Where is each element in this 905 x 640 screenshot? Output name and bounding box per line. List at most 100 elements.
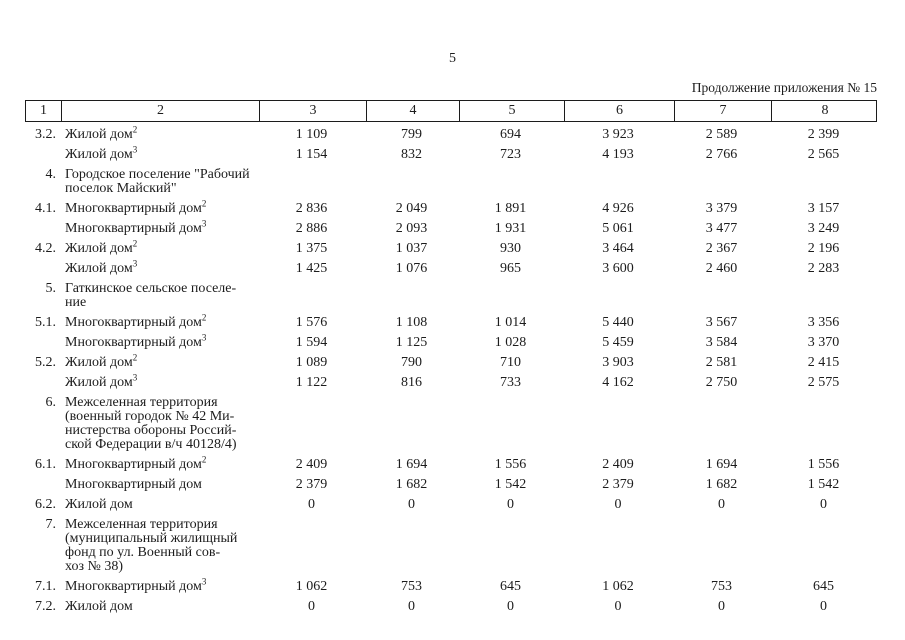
cell-value: 694 [500, 127, 521, 142]
row-number: 7.2. [35, 599, 56, 614]
cell-value: 0 [614, 497, 622, 512]
table-row: Жилой дом3 1 425 1 076 965 3 600 2 460 2 283 [25, 258, 877, 276]
cell-value: 1 028 [494, 335, 527, 350]
cell-value: 1 089 [295, 355, 328, 370]
row-number: 6.2. [35, 497, 56, 512]
cell-value: 2 379 [295, 477, 328, 492]
cell-value [258, 168, 365, 196]
cell-value: 2 049 [395, 201, 428, 216]
cell-value: 2 415 [807, 355, 840, 370]
table-row: 7. Межселенная территория (муниципальный … [25, 518, 877, 574]
cell-value [365, 518, 458, 574]
table-row: 7.1. Многоквартирный дом3 1 062 753 645 1 062… [25, 577, 877, 594]
cell-value [458, 168, 563, 196]
cell-value: 710 [500, 355, 521, 370]
cell-value: 3 567 [705, 315, 738, 330]
row-label: Жилой дом3 [65, 258, 138, 276]
cell-value: 2 196 [807, 241, 840, 256]
cell-value: 1 375 [295, 241, 328, 256]
cell-value: 4 926 [602, 201, 634, 216]
table-row: 5.2. Жилой дом2 1 089 790 710 3 903 2 581 2 415 [25, 353, 877, 370]
cell-value [673, 518, 770, 574]
cell-value: 2 379 [602, 477, 634, 492]
cell-value [365, 282, 458, 310]
cell-value: 1 122 [295, 375, 328, 390]
cell-value: 799 [401, 127, 422, 142]
cell-value [563, 282, 673, 310]
cell-value: 1 694 [705, 457, 738, 472]
cell-value: 2 581 [705, 355, 738, 370]
cell-value: 645 [500, 579, 521, 594]
cell-value [770, 168, 877, 196]
row-label: Жилой дом [65, 497, 133, 512]
row-number: 6. [45, 395, 57, 410]
row-label: Многоквартирный дом2 [65, 312, 207, 330]
cell-value: 0 [718, 599, 725, 614]
row-number [25, 336, 60, 350]
cell-value: 2 836 [295, 201, 328, 216]
column-header-2: 2 [61, 101, 259, 121]
cell-value: 2 750 [705, 375, 738, 390]
table-header-row: 1 2 3 4 5 6 7 8 [25, 100, 877, 122]
cell-value: 3 157 [807, 201, 840, 216]
cell-value [673, 168, 770, 196]
cell-value: 2 399 [807, 127, 840, 142]
footnote-marker: 3 [201, 576, 207, 587]
cell-value: 2 575 [807, 375, 840, 390]
cell-value: 5 459 [602, 335, 634, 350]
cell-value: 1 062 [295, 579, 328, 594]
cell-value: 3 477 [705, 221, 738, 236]
cell-value: 1 682 [705, 477, 738, 492]
cell-value: 0 [614, 599, 622, 614]
cell-value: 832 [401, 147, 422, 162]
cell-value: 1 556 [807, 457, 840, 472]
cell-value [673, 396, 770, 452]
row-label: Многоквартирный дом3 [65, 218, 207, 236]
row-number [25, 478, 60, 492]
cell-value: 1 931 [494, 221, 527, 236]
cell-value [563, 396, 673, 452]
cell-value: 2 565 [807, 147, 840, 162]
footnote-marker: 2 [201, 454, 207, 465]
row-number: 7.1. [35, 579, 56, 594]
cell-value: 1 594 [295, 335, 328, 350]
cell-value [258, 518, 365, 574]
cell-value: 790 [401, 355, 422, 370]
continuation-label: Продолжение приложения № 15 [691, 80, 877, 95]
cell-value: 1 062 [602, 579, 634, 594]
page-number: 5 [449, 51, 456, 66]
column-header-7: 7 [674, 101, 771, 121]
row-number [25, 376, 60, 390]
cell-value: 1 542 [494, 477, 527, 492]
cell-value: 0 [718, 497, 725, 512]
row-number: 5.2. [35, 355, 56, 370]
table-row: 4. Городское поселение "Рабочий поселок М… [25, 168, 877, 196]
cell-value: 1 425 [295, 261, 328, 276]
table-body: 3.2. Жилой дом2 1 109 799 694 3 923 2 589 2 399… [25, 125, 877, 614]
cell-value [770, 282, 877, 310]
footnote-marker: 3 [132, 144, 138, 155]
table-row: Жилой дом3 1 122 816 733 4 162 2 750 2 575 [25, 372, 877, 390]
cell-value: 965 [500, 261, 521, 276]
cell-value: 1 154 [295, 147, 328, 162]
column-header-4: 4 [366, 101, 459, 121]
cell-value: 5 440 [602, 315, 634, 330]
cell-value: 753 [711, 579, 732, 594]
cell-value: 2 367 [705, 241, 738, 256]
cell-value: 1 109 [295, 127, 328, 142]
cell-value: 753 [401, 579, 422, 594]
data-table: 1 2 3 4 5 6 7 8 3.2. Жилой дом2 1 109 799 69… [25, 100, 877, 620]
cell-value [365, 168, 458, 196]
row-label: Жилой дом3 [65, 372, 138, 390]
footnote-marker: 2 [132, 352, 138, 363]
row-number: 4.1. [35, 201, 56, 216]
cell-value: 723 [500, 147, 521, 162]
cell-value: 930 [500, 241, 521, 256]
column-header-3: 3 [259, 101, 366, 121]
cell-value: 1 542 [807, 477, 840, 492]
row-label: Гаткинское сельское поселе- ние [65, 281, 237, 310]
cell-value: 3 600 [602, 261, 634, 276]
footnote-marker: 3 [132, 372, 138, 383]
cell-value: 0 [408, 599, 415, 614]
